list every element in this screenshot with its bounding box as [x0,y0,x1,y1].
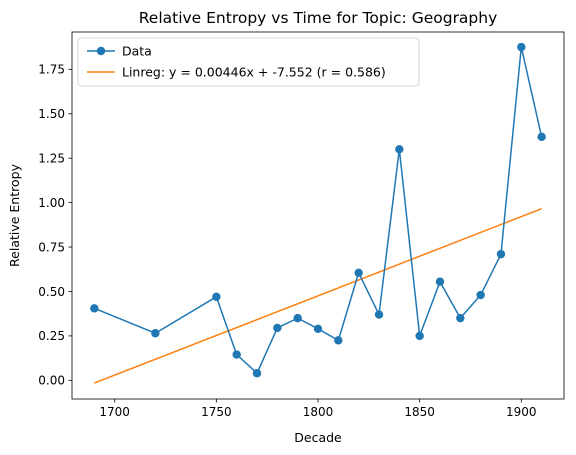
x-tick-label: 1850 [404,405,435,419]
axes-frame [71,31,565,400]
data-point [252,369,262,378]
legend-frame [77,37,420,87]
data-point [517,42,526,52]
x-axis-label: Decade [294,430,342,445]
series-layer [90,42,546,384]
y-tick-label: 0.00 [38,374,65,388]
y-tick-label: 0.50 [38,285,65,299]
data-point [212,292,221,302]
legend-linreg-label: Linreg: y = 0.00446x + -7.552 (r = 0.586… [122,65,386,80]
y-axis-label: Relative Entropy [7,163,22,267]
legend-data-label: Data [122,44,152,59]
y-tick-label: 1.00 [38,196,65,210]
axis-ticks: 1700 1750 1800 1850 1900 0.00 0.25 0.50 0.75 1.00… [38,63,536,419]
y-tick-label: 1.50 [38,107,65,121]
data-point [354,268,363,278]
y-tick-label: 1.75 [38,63,65,77]
x-tick-label: 1800 [303,405,334,419]
data-point [232,350,241,359]
data-point [496,249,506,259]
data-point [415,331,424,341]
x-tick-label: 1900 [506,405,537,419]
data-point [435,277,445,286]
data-point [476,290,485,300]
y-tick-label: 1.25 [38,151,65,165]
data-point [374,310,384,319]
chart-title: Relative Entropy vs Time for Topic: Geog… [139,9,498,27]
data-point [90,304,99,313]
data-point [273,323,282,333]
data-point [395,145,404,154]
y-tick-label: 0.75 [38,240,65,254]
y-tick-label: 0.25 [38,329,65,343]
data-point [537,132,546,142]
legend: Data Linreg: y = 0.00446x + -7.552 (r = … [77,37,420,87]
linreg-line [94,207,542,384]
data-point [313,324,323,333]
data-point [151,329,160,338]
x-tick-label: 1700 [99,405,130,419]
data-point [456,313,465,323]
legend-data-marker [96,46,106,56]
data-point [334,336,343,345]
x-tick-label: 1750 [201,405,232,419]
data-point [293,313,302,323]
